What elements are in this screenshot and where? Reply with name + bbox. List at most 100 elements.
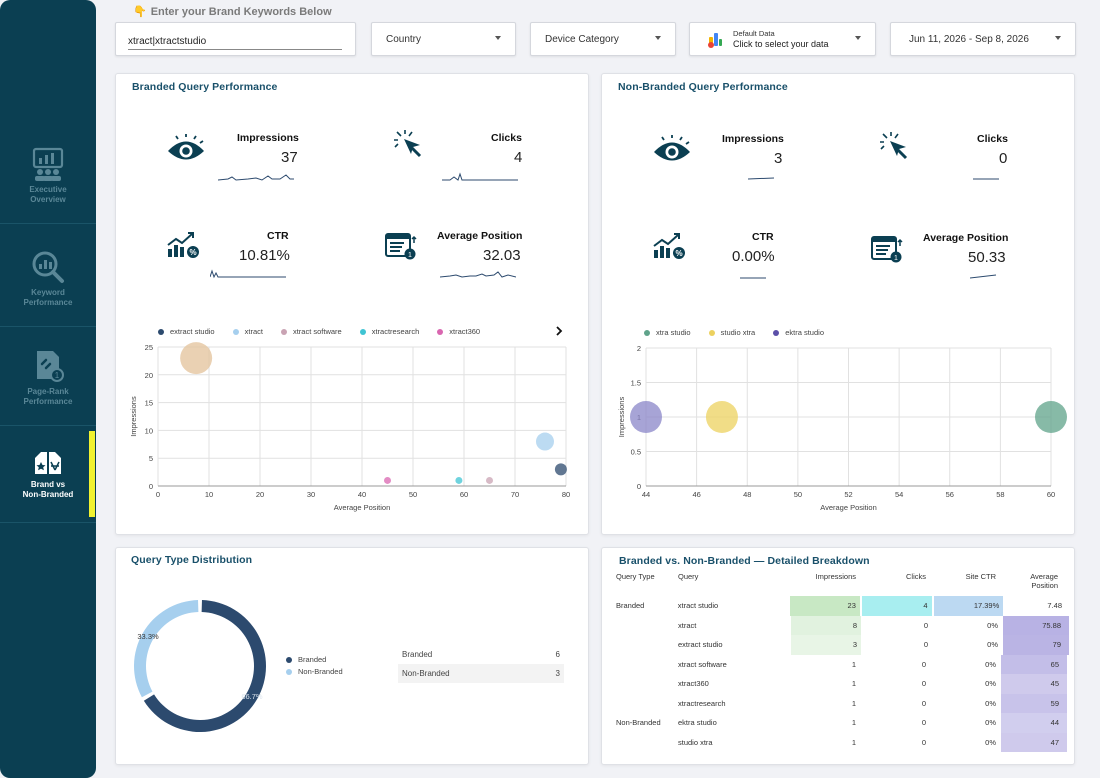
data-source-selector[interactable]: Default Data Click to select your data — [689, 22, 876, 56]
x-tick-label: 30 — [307, 490, 315, 499]
nav-executive-overview[interactable]: Executive Overview — [0, 128, 96, 224]
cell-site-ctr: 0% — [985, 698, 996, 708]
page-rank-icon: 1 — [37, 350, 64, 382]
x-tick-label: 46 — [692, 490, 700, 499]
query-type-summary-table: Branded 6 Non-Branded 3 — [398, 645, 564, 683]
cell-impressions: 1 — [851, 679, 856, 689]
nav-page-rank-performance[interactable]: 1 Page-Rank Performance — [0, 330, 96, 426]
x-tick-label: 20 — [256, 490, 264, 499]
y-tick-label: 20 — [145, 371, 153, 380]
header-site-ctr[interactable]: Site CTR — [965, 572, 996, 581]
chevron-down-icon — [855, 36, 861, 40]
donut-slice — [133, 600, 199, 698]
legend-swatch — [359, 328, 366, 335]
bubble-point — [630, 401, 662, 433]
card-title: Branded vs. Non-Branded — Detailed Break… — [619, 555, 870, 567]
legend-next-chevron-icon[interactable] — [554, 325, 564, 337]
bubble-point — [180, 342, 213, 375]
query-type-distribution-card: Query Type Distribution 66.7% 33.3% Brand… — [115, 547, 589, 765]
svg-text:1: 1 — [894, 255, 898, 262]
device-category-dropdown[interactable]: Device Category — [530, 22, 676, 56]
clicks-sparkline — [442, 172, 518, 181]
table-body: Branded xtract studio 23 4 17.39% 7.48 xtract 8… — [612, 596, 1070, 761]
average-position-value: 50.33 — [968, 249, 1006, 266]
cell-site-ctr: 0% — [985, 737, 996, 747]
ctr-sparkline — [210, 269, 286, 279]
legend-label: ektra studio — [785, 328, 824, 337]
clicks-label: Clicks — [977, 133, 1008, 145]
card-title: Query Type Distribution — [131, 554, 253, 566]
card-title: Branded Query Performance — [132, 81, 278, 93]
x-tick-label: 60 — [460, 490, 468, 499]
ctr-value: 0.00% — [732, 248, 775, 265]
legend-label: Non-Branded — [298, 667, 343, 676]
x-axis-title: Average Position — [334, 503, 391, 512]
ctr-growth-icon: % — [653, 233, 685, 259]
table-row: Non-Branded ektra studio 1 0 0% 44 — [612, 713, 1070, 733]
branded-performance-card: Branded Query Performance Impressions 37… — [115, 73, 589, 535]
y-tick-label: 1.5 — [631, 379, 641, 388]
header-average-position[interactable]: Average Position — [1000, 572, 1066, 590]
cell-average-position: 75.88 — [1003, 615, 1069, 635]
legend-label: xtra studio — [656, 328, 691, 337]
row-value: 6 — [555, 650, 560, 659]
keyword-input[interactable] — [128, 34, 342, 50]
nav-brand-vs-nonbranded[interactable]: Brand vs Non-Branded — [0, 427, 96, 523]
date-range-picker[interactable]: Jun 11, 2026 - Sep 8, 2026 — [890, 22, 1076, 56]
header-impressions[interactable]: Impressions — [815, 572, 856, 581]
average-position-value: 32.03 — [483, 247, 521, 264]
country-label: Country — [386, 34, 422, 45]
cell-clicks: 0 — [921, 659, 926, 669]
keyword-performance-icon — [32, 251, 64, 283]
y-tick-label: 0.5 — [631, 448, 641, 457]
cell-clicks: 0 — [921, 679, 926, 689]
bubble-point — [705, 401, 738, 433]
branded-bubble-chart: 0 10 20 30 40 50 60 70 80 0 5 10 15 20 25 Average Posit… — [129, 342, 570, 512]
impressions-sparkline — [748, 177, 775, 180]
pointing-hand-icon: 👇 — [133, 6, 147, 18]
cell-clicks: 0 — [923, 620, 928, 630]
nav-keyword-performance[interactable]: Keyword Performance — [0, 231, 96, 327]
eye-icon — [654, 135, 690, 161]
legend-swatch — [232, 328, 239, 335]
y-axis-title: Impressions — [617, 397, 626, 438]
cell-query: extract studio — [678, 640, 723, 650]
ctr-label: CTR — [267, 230, 289, 242]
header-query-type[interactable]: Query Type — [616, 572, 655, 581]
cell-average-position: 65 — [1001, 654, 1067, 674]
legend-item: xtractresearch — [359, 327, 419, 336]
average-position-sparkline — [440, 271, 516, 278]
x-tick-label: 56 — [946, 490, 954, 499]
table-header: Query Type Query Impressions Clicks Site… — [612, 572, 1070, 596]
data-source-icon — [708, 33, 722, 48]
legend-label: Branded — [298, 655, 327, 664]
donut-legend: Branded Non-Branded — [286, 655, 361, 676]
cell-average-position: 45 — [1001, 674, 1067, 694]
header-query[interactable]: Query — [678, 572, 699, 581]
table-row: xtract software 1 0 0% 65 — [612, 654, 1070, 674]
cell-query: studio xtra — [678, 737, 713, 747]
y-tick-label: 0 — [637, 482, 641, 491]
legend-swatch — [773, 329, 780, 336]
cell-query: xtract software — [678, 659, 727, 669]
x-tick-label: 48 — [743, 490, 751, 499]
y-tick-label: 2 — [637, 344, 641, 353]
header-clicks[interactable]: Clicks — [906, 572, 926, 581]
legend-swatch — [437, 328, 444, 335]
legend-item: Non-Branded — [286, 667, 343, 676]
cell-impressions: 1 — [851, 718, 856, 728]
country-dropdown[interactable]: Country — [371, 22, 516, 56]
cell-site-ctr: 0% — [987, 640, 998, 650]
x-tick-label: 52 — [844, 490, 852, 499]
nonbranded-chart-legend: xtra studio studio xtra ektra studio — [644, 328, 842, 337]
breakdown-table: Query Type Query Impressions Clicks Site… — [612, 572, 1070, 761]
cell-average-position: 59 — [1001, 693, 1067, 713]
bubble-point — [486, 476, 493, 484]
cell-impressions: 1 — [851, 698, 856, 708]
cell-site-ctr: 0% — [985, 659, 996, 669]
donut-percent-label: 66.7% — [241, 692, 263, 701]
legend-item: Branded — [286, 655, 326, 664]
bubble-point — [535, 432, 554, 451]
nav-label: Keyword Performance — [23, 287, 73, 307]
keyword-hint: 👇 Enter your Brand Keywords Below — [133, 5, 332, 18]
